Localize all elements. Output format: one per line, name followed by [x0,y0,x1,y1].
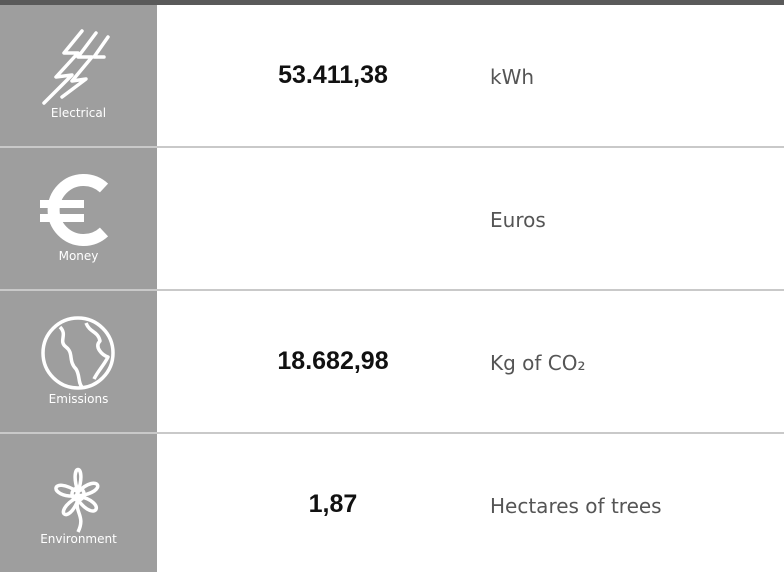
metric-row: Electrical 53.411,38 kWh [0,5,784,146]
metric-row: Emissions 18.682,98 Kg of CO₂ [0,291,784,432]
metric-icon [38,27,118,107]
icon-label: Electrical [50,106,107,120]
metric-row: Environment 1,87 Hectares of trees [0,434,784,572]
icon-label: Emissions [48,392,109,406]
row-separator [0,432,784,434]
metric-unit: kWh [490,65,535,89]
icon-label: Environment [40,532,117,546]
metric-row: Money Euros [0,148,784,289]
metric-unit: Euros [490,208,546,232]
metric-icon [38,456,118,536]
icon-cell: Electrical [0,5,157,146]
metric-icon [38,170,118,250]
icon-label: Money [58,249,99,263]
row-separator [0,146,784,148]
icon-cell: Money [0,148,157,289]
row-separator [0,289,784,291]
metric-value: 1,87 [308,490,358,518]
metric-unit: Hectares of trees [490,494,662,518]
icon-cell: Emissions [0,291,157,432]
top-bar [0,0,784,5]
metric-value: 53.411,38 [278,61,388,89]
metric-unit: Kg of CO₂ [490,351,586,375]
metric-icon [38,313,118,393]
icon-cell: Environment [0,434,157,572]
metric-value: 18.682,98 [277,347,389,375]
